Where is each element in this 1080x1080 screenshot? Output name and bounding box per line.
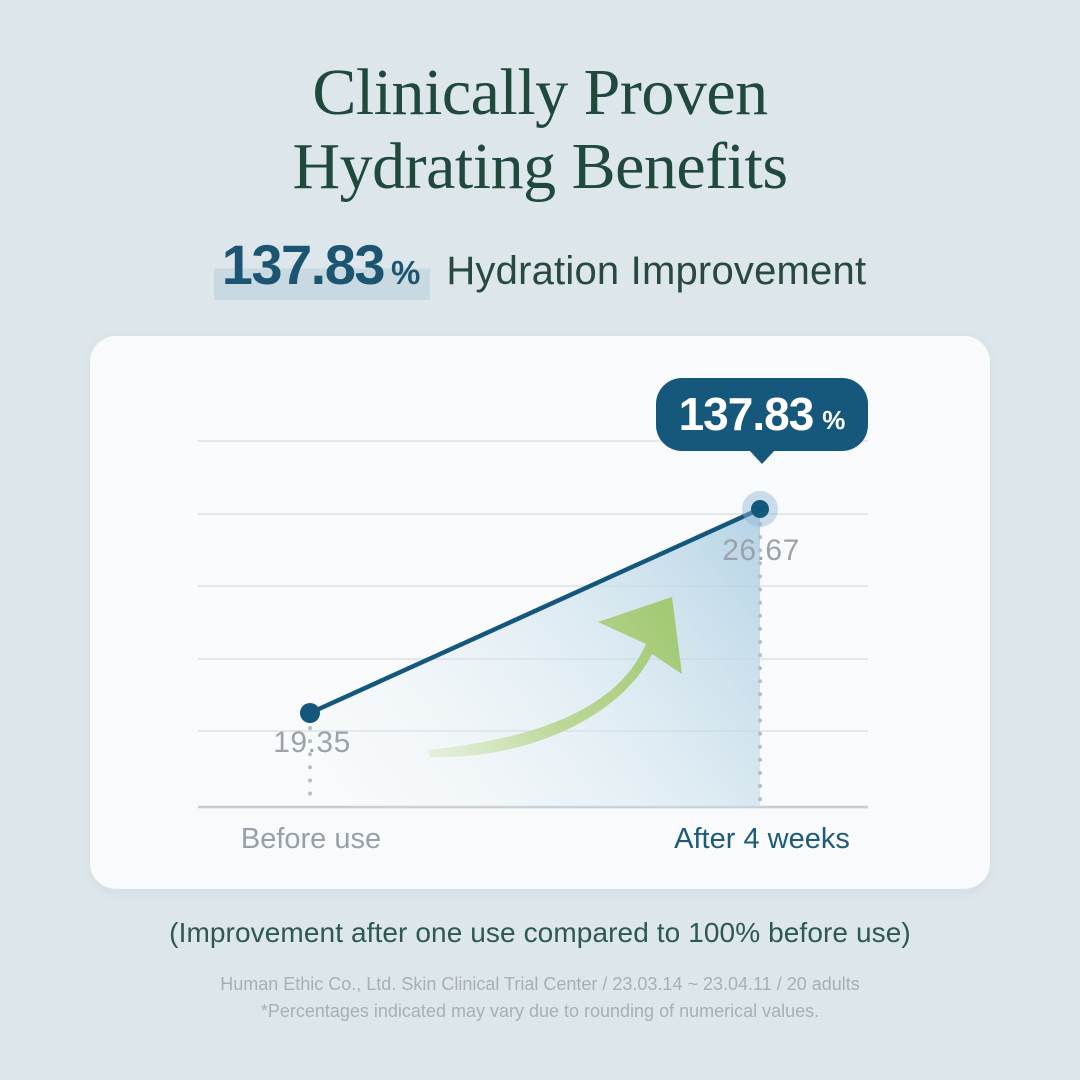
data-point-before (300, 702, 320, 723)
trend-line (307, 506, 763, 716)
footnotes: Human Ethic Co., Ltd. Skin Clinical Tria… (0, 971, 1080, 1025)
x-label-before-use: Before use (240, 822, 382, 855)
chart-card: 137.83 % 19.35 26.67 Before use After 4 … (90, 335, 990, 889)
callout-value: 137.83 (678, 388, 815, 441)
point-label-before: 19.35 (273, 725, 351, 759)
page-title: Clinically Proven Hydrating Benefits (0, 0, 1080, 204)
improvement-headline: 137.83 % Hydration Improvement (0, 231, 1080, 300)
chart-callout-bubble: 137.83 % (656, 377, 868, 451)
x-label-after-4-weeks: After 4 weeks (674, 822, 850, 855)
callout-unit: % (822, 404, 846, 435)
data-point-after (751, 499, 769, 518)
footnote-trial-info: Human Ethic Co., Ltd. Skin Clinical Tria… (220, 973, 860, 994)
improvement-unit: % (391, 253, 421, 291)
chart-caption: (Improvement after one use compared to 1… (169, 916, 911, 948)
page-title-line2: Hydrating Benefits (292, 129, 788, 203)
page-title-line1: Clinically Proven (312, 56, 768, 129)
drop-lines (308, 521, 762, 805)
growth-arrow-icon (428, 596, 682, 757)
point-label-after: 26.67 (722, 533, 800, 567)
improvement-value: 137.83 (221, 232, 386, 296)
improvement-label: Hydration Improvement (446, 248, 867, 293)
line-chart-canvas (198, 439, 868, 809)
footnote-rounding-note: *Percentages indicated may vary due to r… (260, 1000, 820, 1021)
area-fill (310, 508, 760, 807)
improvement-value-highlight: 137.83 % (213, 231, 431, 300)
